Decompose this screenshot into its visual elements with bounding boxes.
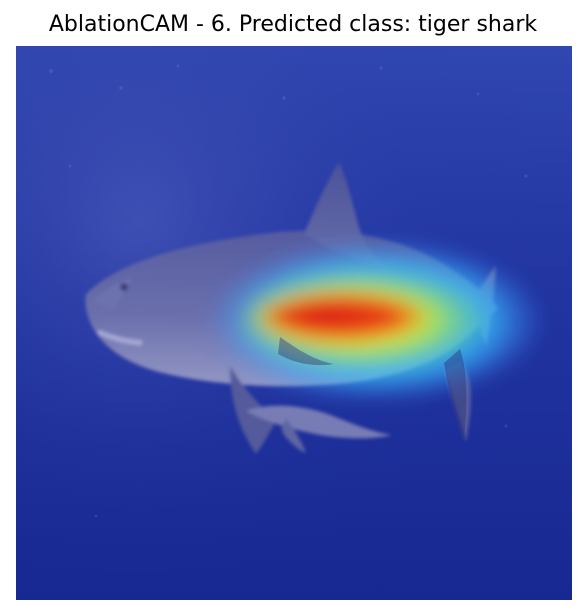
image-panel <box>16 46 572 600</box>
figure-title: AblationCAM - 6. Predicted class: tiger … <box>48 12 538 37</box>
cam-heatmap-overlay <box>206 239 546 403</box>
shark-heatmap-image <box>16 46 572 600</box>
